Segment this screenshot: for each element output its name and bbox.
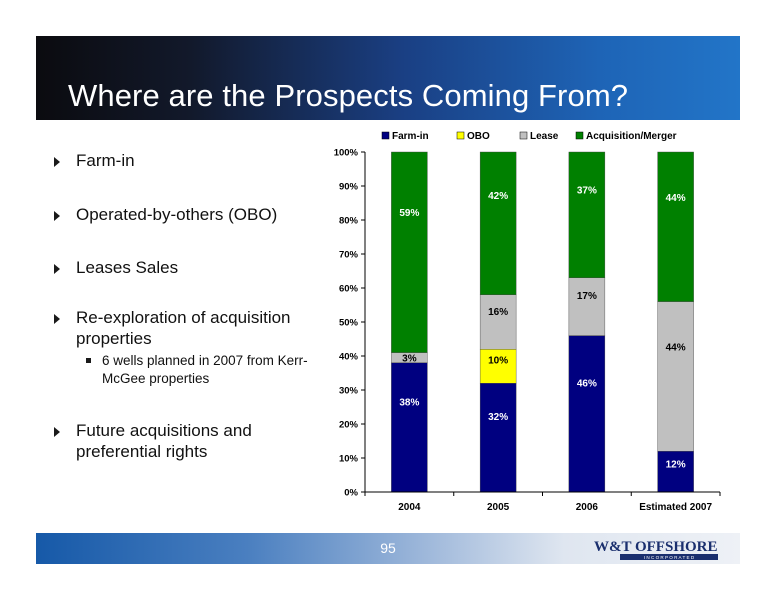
legend-swatch bbox=[519, 131, 528, 140]
data-label: 44% bbox=[666, 342, 686, 353]
bar-segment bbox=[391, 151, 428, 353]
y-axis: 0% 10% 20% 30% 40% 50% 60% 70% 80% 90% 100% bbox=[334, 148, 366, 499]
y-tick-label: 80% bbox=[339, 216, 359, 227]
y-tick-label: 30% bbox=[339, 386, 359, 397]
arrow-bullet-icon bbox=[54, 264, 60, 274]
chart-bars: 38% 3% 59% 32% 10% 16% 42% 46% 17% 37% 12% 44% 44% bbox=[391, 151, 694, 493]
chart-legend: Farm-in OBO Lease Acquisition/Merger bbox=[381, 131, 677, 142]
legend-swatch bbox=[575, 131, 584, 140]
bar-segment bbox=[479, 348, 517, 384]
y-tick-label: 100% bbox=[334, 148, 359, 159]
bar-segment bbox=[479, 383, 517, 493]
bullet-text: Re-exploration of acquisition properties bbox=[76, 308, 291, 348]
bar-segment bbox=[568, 277, 606, 336]
stacked-bar-chart: Farm-in OBO Lease Acquisition/Merger 0% 10% 2… bbox=[334, 131, 721, 513]
y-tick-label: 0% bbox=[344, 488, 358, 499]
data-label: 46% bbox=[577, 379, 597, 390]
data-label: 38% bbox=[399, 398, 419, 409]
bar-segment bbox=[391, 362, 428, 493]
arrow-bullet-icon bbox=[54, 157, 60, 167]
x-tick-label: 2005 bbox=[487, 502, 510, 513]
legend-swatch bbox=[381, 131, 390, 140]
page-number: 95 bbox=[380, 540, 396, 556]
bar-segment bbox=[657, 151, 694, 302]
bar-segment bbox=[657, 301, 694, 452]
footer-bar: 95 W&T OFFSHORE I N C O R P O R A T E D bbox=[36, 533, 740, 564]
data-label: 59% bbox=[399, 208, 419, 219]
y-tick-label: 90% bbox=[339, 182, 359, 193]
bullet-item: Leases Sales bbox=[54, 257, 314, 278]
bullet-item: Future acquisitions and preferential rig… bbox=[54, 420, 314, 462]
title-bar: Where are the Prospects Coming From? bbox=[36, 36, 740, 120]
y-tick-label: 40% bbox=[339, 352, 359, 363]
x-tick-label: 2004 bbox=[398, 502, 421, 513]
data-label: 10% bbox=[488, 355, 508, 366]
sub-bullet-text: 6 wells planned in 2007 from Kerr-McGee … bbox=[102, 353, 308, 386]
x-tick-label: Estimated 2007 bbox=[639, 502, 712, 513]
bullet-text: Farm-in bbox=[76, 151, 135, 170]
arrow-bullet-icon bbox=[54, 427, 60, 437]
data-label: 17% bbox=[577, 291, 597, 302]
logo-subtext: I N C O R P O R A T E D bbox=[644, 555, 695, 560]
data-label: 12% bbox=[666, 459, 686, 470]
data-label: 16% bbox=[488, 307, 508, 318]
legend-label: OBO bbox=[467, 131, 490, 142]
data-label: 32% bbox=[488, 412, 508, 423]
bullet-item: Farm-in bbox=[54, 150, 314, 171]
x-tick-label: 2006 bbox=[576, 502, 599, 513]
data-label: 44% bbox=[666, 193, 686, 204]
bar-segment bbox=[479, 151, 517, 296]
square-bullet-icon bbox=[86, 358, 91, 363]
x-axis: 2004 2005 2006 Estimated 2007 bbox=[364, 491, 721, 513]
slide-title: Where are the Prospects Coming From? bbox=[68, 78, 629, 113]
arrow-bullet-icon bbox=[54, 314, 60, 324]
bar-segment bbox=[568, 151, 606, 279]
y-tick-label: 50% bbox=[339, 318, 359, 329]
bullet-text: Leases Sales bbox=[76, 258, 179, 277]
data-label: 42% bbox=[488, 191, 508, 202]
sub-bullet-item: 6 wells planned in 2007 from Kerr-McGee … bbox=[86, 352, 326, 388]
bullet-item: Operated-by-others (OBO) bbox=[54, 204, 314, 225]
bullet-text: Operated-by-others (OBO) bbox=[76, 205, 278, 224]
logo-text: W&T OFFSHORE bbox=[594, 539, 718, 555]
company-logo: W&T OFFSHORE I N C O R P O R A T E D bbox=[594, 539, 718, 560]
y-tick-label: 70% bbox=[339, 250, 359, 261]
bar-segment bbox=[568, 335, 606, 493]
legend-label: Acquisition/Merger bbox=[586, 131, 677, 142]
bullet-text: Future acquisitions and preferential rig… bbox=[76, 421, 252, 461]
bullet-item: Re-exploration of acquisition properties bbox=[54, 307, 314, 349]
y-tick-label: 20% bbox=[339, 420, 359, 431]
data-label: 3% bbox=[402, 354, 417, 365]
data-label: 37% bbox=[577, 186, 597, 197]
y-tick-label: 60% bbox=[339, 284, 359, 295]
legend-label: Farm-in bbox=[392, 131, 429, 142]
y-tick-label: 10% bbox=[339, 454, 359, 465]
legend-swatch bbox=[456, 131, 465, 140]
legend-label: Lease bbox=[530, 131, 559, 142]
bar-segment bbox=[479, 294, 517, 350]
bar-segment bbox=[657, 451, 694, 493]
arrow-bullet-icon bbox=[54, 211, 60, 221]
